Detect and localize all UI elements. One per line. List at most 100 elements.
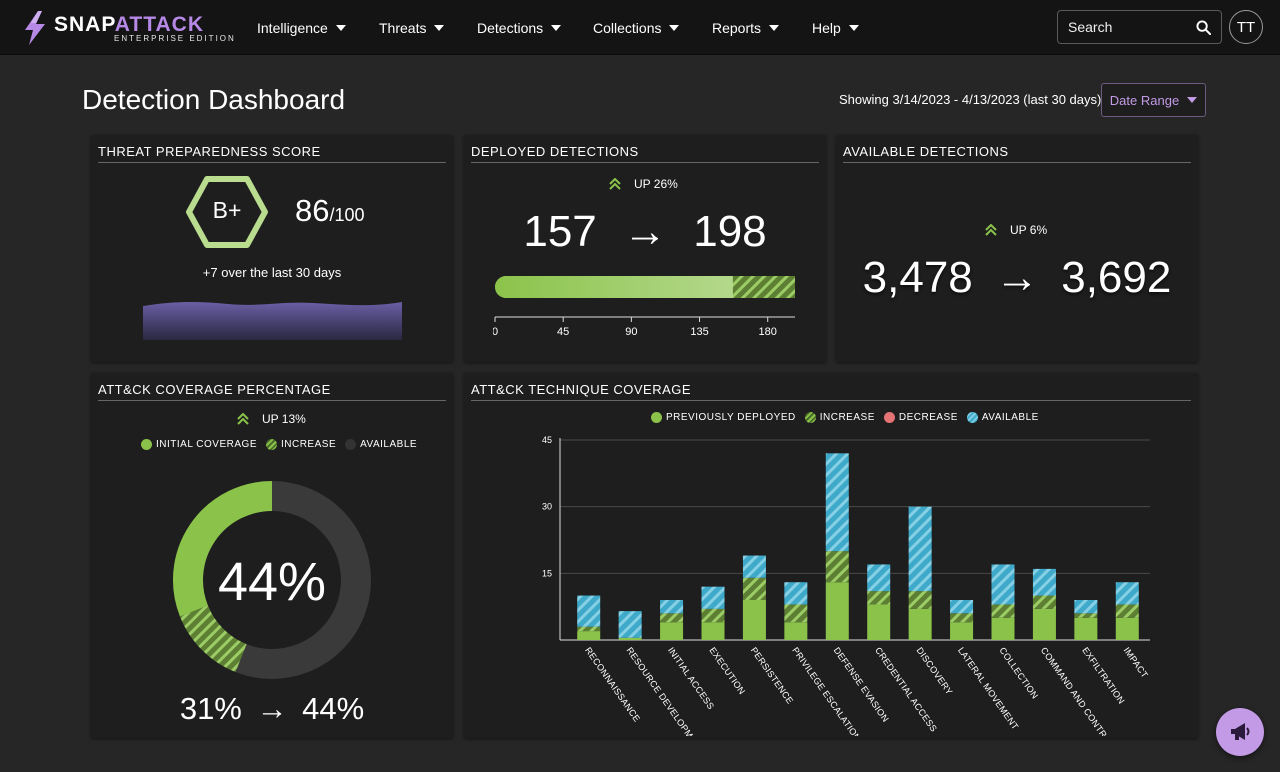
- bar-previously-deployed: [1074, 617, 1098, 640]
- grade-label: B+: [212, 197, 242, 223]
- date-range-summary: Showing 3/14/2023 - 4/13/2023 (last 30 d…: [839, 92, 1102, 107]
- donut-increase-segment: [179, 604, 248, 673]
- search-icon[interactable]: [1196, 20, 1211, 35]
- bar-previously-deployed: [908, 608, 932, 640]
- bar-previously-deployed: [1115, 617, 1139, 640]
- deployed-change: UP 26%: [608, 177, 678, 191]
- nav-detections[interactable]: Detections: [477, 0, 562, 55]
- bar-previously-deployed: [991, 617, 1015, 640]
- bar-available: [742, 555, 766, 578]
- legend-previously-deployed[interactable]: PREVIOUSLY DEPLOYED: [651, 412, 796, 423]
- legend-decrease[interactable]: DECREASE: [883, 412, 958, 423]
- caret-down-icon: [669, 24, 680, 31]
- nav-help[interactable]: Help: [812, 0, 859, 55]
- bar-available: [991, 564, 1015, 605]
- caret-down-icon: [335, 24, 346, 31]
- legend-swatch: [141, 439, 152, 450]
- technique-legend: PREVIOUSLY DEPLOYED INCREASE DECREASE AV…: [651, 412, 1048, 423]
- x-tick-label: EXFILTRATION: [1080, 645, 1126, 705]
- available-counts: 3,478 → 3,692: [862, 253, 1172, 302]
- caret-down-icon: [1187, 97, 1198, 103]
- x-tick-label: COMMAND AND CONTROL: [1039, 645, 1116, 736]
- deployed-progress-bar: 0 45 90 135 180: [493, 276, 795, 336]
- bar-increase: [867, 591, 891, 605]
- bar-previously-deployed: [825, 582, 849, 640]
- snapattack-logo[interactable]: SNAPATTACK ENTERPRISE EDITION: [22, 10, 234, 46]
- bar-increase: [991, 604, 1015, 618]
- nav-reports[interactable]: Reports: [712, 0, 780, 55]
- bar-available: [908, 506, 932, 592]
- bar-available: [825, 453, 849, 552]
- legend-swatch: [804, 412, 816, 423]
- bar-previously-deployed: [701, 622, 725, 640]
- legend-swatch: [883, 412, 895, 423]
- bar-available: [1032, 568, 1056, 596]
- bar-previously-deployed: [867, 604, 891, 640]
- donut-initial-segment: [173, 481, 273, 617]
- bar-previously-deployed: [950, 622, 974, 640]
- announcements-button[interactable]: [1216, 708, 1264, 756]
- legend-swatch: [265, 439, 277, 450]
- deployed-counts: 157 → 198: [523, 207, 767, 256]
- coverage-center-value: 44%: [217, 552, 327, 612]
- bar-previously-deployed: [784, 622, 808, 640]
- legend-increase[interactable]: INCREASE: [804, 412, 875, 423]
- arrow-right-icon: →: [995, 253, 1039, 302]
- bar-increase: [825, 551, 849, 583]
- legend-initial-coverage[interactable]: INITIAL COVERAGE: [141, 439, 257, 450]
- search-input[interactable]: [1068, 11, 1193, 43]
- legend-increase[interactable]: INCREASE: [265, 439, 336, 450]
- bar-available: [701, 586, 725, 609]
- card-title: AVAILABLE DETECTIONS: [843, 144, 1191, 163]
- date-range-button[interactable]: Date Range: [1101, 83, 1206, 117]
- bar-previously-deployed: [618, 637, 642, 640]
- score-value: 86/100: [295, 193, 365, 228]
- bar-increase: [1032, 595, 1056, 609]
- megaphone-icon: [1231, 723, 1250, 740]
- grade-hexagon-icon: [186, 176, 268, 248]
- lightning-logo-icon: [25, 11, 45, 45]
- brand-edition: ENTERPRISE EDITION: [114, 34, 236, 43]
- double-chevron-up-icon: [237, 413, 249, 425]
- caret-down-icon: [848, 24, 859, 31]
- bar-available: [950, 600, 974, 614]
- arrow-right-icon: →: [623, 207, 667, 256]
- x-tick-label: DISCOVERY: [915, 645, 955, 696]
- bar-increase: [784, 604, 808, 623]
- coverage-donut-chart: [173, 481, 371, 679]
- bar-available: [618, 611, 642, 638]
- progress-axis-tick-label: 90: [625, 326, 637, 336]
- double-chevron-up-icon: [985, 224, 997, 236]
- user-avatar[interactable]: TT: [1229, 10, 1263, 44]
- score-sparkline: [143, 301, 402, 340]
- card-title: ATT&CK TECHNIQUE COVERAGE: [471, 382, 1191, 401]
- bar-increase: [742, 577, 766, 600]
- technique-coverage-card: ATT&CK TECHNIQUE COVERAGE PREVIOUSLY DEP…: [464, 373, 1198, 738]
- nav-threats[interactable]: Threats: [379, 0, 445, 55]
- available-detections-card: AVAILABLE DETECTIONS UP 6% 3,478 → 3,692: [836, 135, 1198, 362]
- progress-increase-fill: [732, 276, 795, 298]
- progress-axis-tick-label: 45: [557, 326, 569, 336]
- caret-down-icon: [434, 24, 445, 31]
- progress-previous-segment: [495, 276, 744, 298]
- available-change: UP 6%: [984, 223, 1047, 237]
- bar-increase: [701, 608, 725, 623]
- x-tick-label: INITIAL ACCESS: [666, 645, 716, 711]
- bar-available: [660, 600, 684, 614]
- caret-down-icon: [769, 24, 780, 31]
- brand-name: SNAPATTACK: [54, 13, 204, 36]
- bar-previously-deployed: [577, 631, 601, 640]
- progress-axis-tick-label: 0: [493, 326, 498, 336]
- legend-available[interactable]: AVAILABLE: [345, 439, 417, 450]
- coverage-summary: 31% → 44%: [179, 691, 365, 726]
- y-tick-label: 30: [542, 502, 552, 512]
- caret-down-icon: [551, 24, 562, 31]
- nav-intelligence[interactable]: Intelligence: [257, 0, 346, 55]
- bar-previously-deployed: [1032, 608, 1056, 640]
- legend-available[interactable]: AVAILABLE: [966, 412, 1039, 423]
- coverage-percentage-card: ATT&CK COVERAGE PERCENTAGE UP 13% INITIA…: [91, 373, 453, 738]
- progress-axis-tick-label: 135: [690, 326, 708, 336]
- card-title: DEPLOYED DETECTIONS: [471, 144, 819, 163]
- nav-collections[interactable]: Collections: [593, 0, 680, 55]
- bar-available: [784, 582, 808, 605]
